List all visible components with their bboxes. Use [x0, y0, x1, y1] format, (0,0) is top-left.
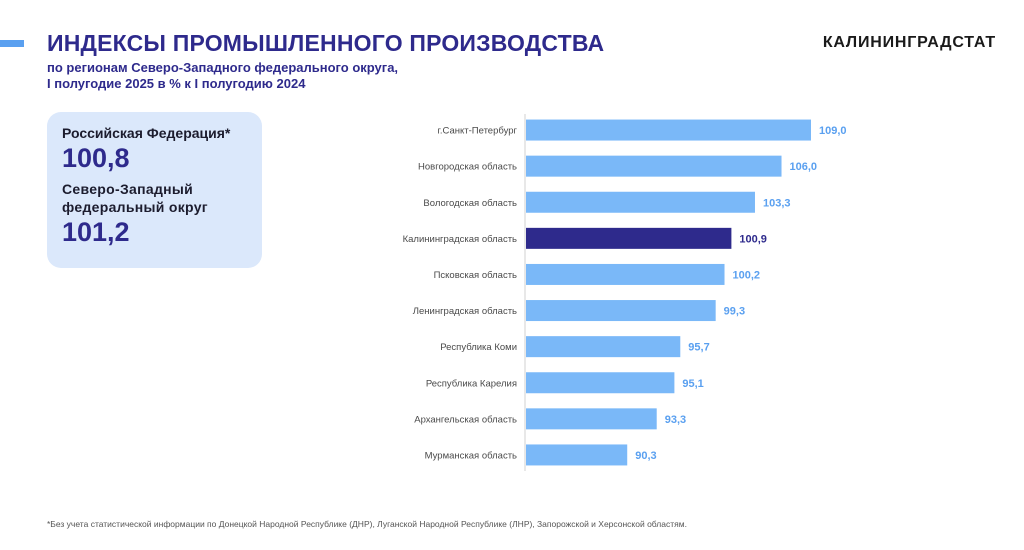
bar-9 [526, 408, 657, 430]
bar-1 [526, 119, 811, 141]
bar-7 [526, 336, 681, 358]
value-label-4: 100,9 [739, 233, 767, 245]
subtitle-line-2: I полугодие 2025 в % к I полугодию 2024 [47, 76, 306, 91]
category-label-7: Республика Коми [440, 342, 517, 353]
value-label-5: 100,2 [733, 269, 761, 281]
russia-label: Российская Федерация* [62, 125, 231, 141]
russia-value: 100,8 [62, 143, 130, 173]
northwest-label-line-2: федеральный округ [62, 199, 208, 215]
bar-3 [526, 191, 755, 213]
bar-5 [526, 263, 725, 285]
page-subtitle: по регионам Северо-Западного федеральног… [47, 60, 398, 92]
bar-10 [526, 444, 628, 466]
value-label-10: 90,3 [635, 450, 656, 462]
brand-logo-text: КАЛИНИНГРАДСТАТ [822, 34, 996, 51]
summary-card: Российская Федерация* 100,8 Северо-Запад… [47, 112, 262, 268]
value-label-3: 103,3 [763, 197, 791, 209]
value-label-8: 95,1 [682, 378, 703, 390]
category-label-9: Архангельская область [414, 414, 517, 425]
category-label-10: Мурманская область [425, 450, 517, 461]
value-label-9: 93,3 [665, 414, 686, 426]
category-label-1: г.Санкт-Петербург [438, 126, 518, 137]
footnote: *Без учета статистической информации по … [47, 519, 687, 529]
bar-2 [526, 155, 782, 177]
bar-4 [526, 227, 732, 249]
subtitle-line-1: по регионам Северо-Западного федеральног… [47, 60, 399, 75]
category-label-4: Калининградская область [403, 234, 517, 245]
accent-bar [0, 40, 24, 47]
northwest-label-line-1: Северо-Западный [62, 181, 194, 197]
value-label-7: 95,7 [688, 342, 709, 354]
northwest-label: Северо-Западный федеральный округ [62, 180, 247, 216]
value-label-6: 99,3 [724, 306, 745, 318]
page-title: ИНДЕКСЫ ПРОМЫШЛЕННОГО ПРОИЗВОДСТВА [47, 30, 605, 56]
category-label-2: Новгородская область [418, 162, 517, 173]
category-label-5: Псковская область [434, 270, 517, 281]
value-label-2: 106,0 [790, 161, 818, 173]
bar-8 [526, 372, 675, 394]
category-label-6: Ленинградская область [413, 306, 517, 317]
bar-6 [526, 300, 716, 322]
category-label-3: Вологодская область [423, 198, 517, 209]
category-label-8: Республика Карелия [426, 378, 517, 389]
value-label-1: 109,0 [819, 125, 847, 137]
northwest-value: 101,2 [62, 217, 130, 247]
